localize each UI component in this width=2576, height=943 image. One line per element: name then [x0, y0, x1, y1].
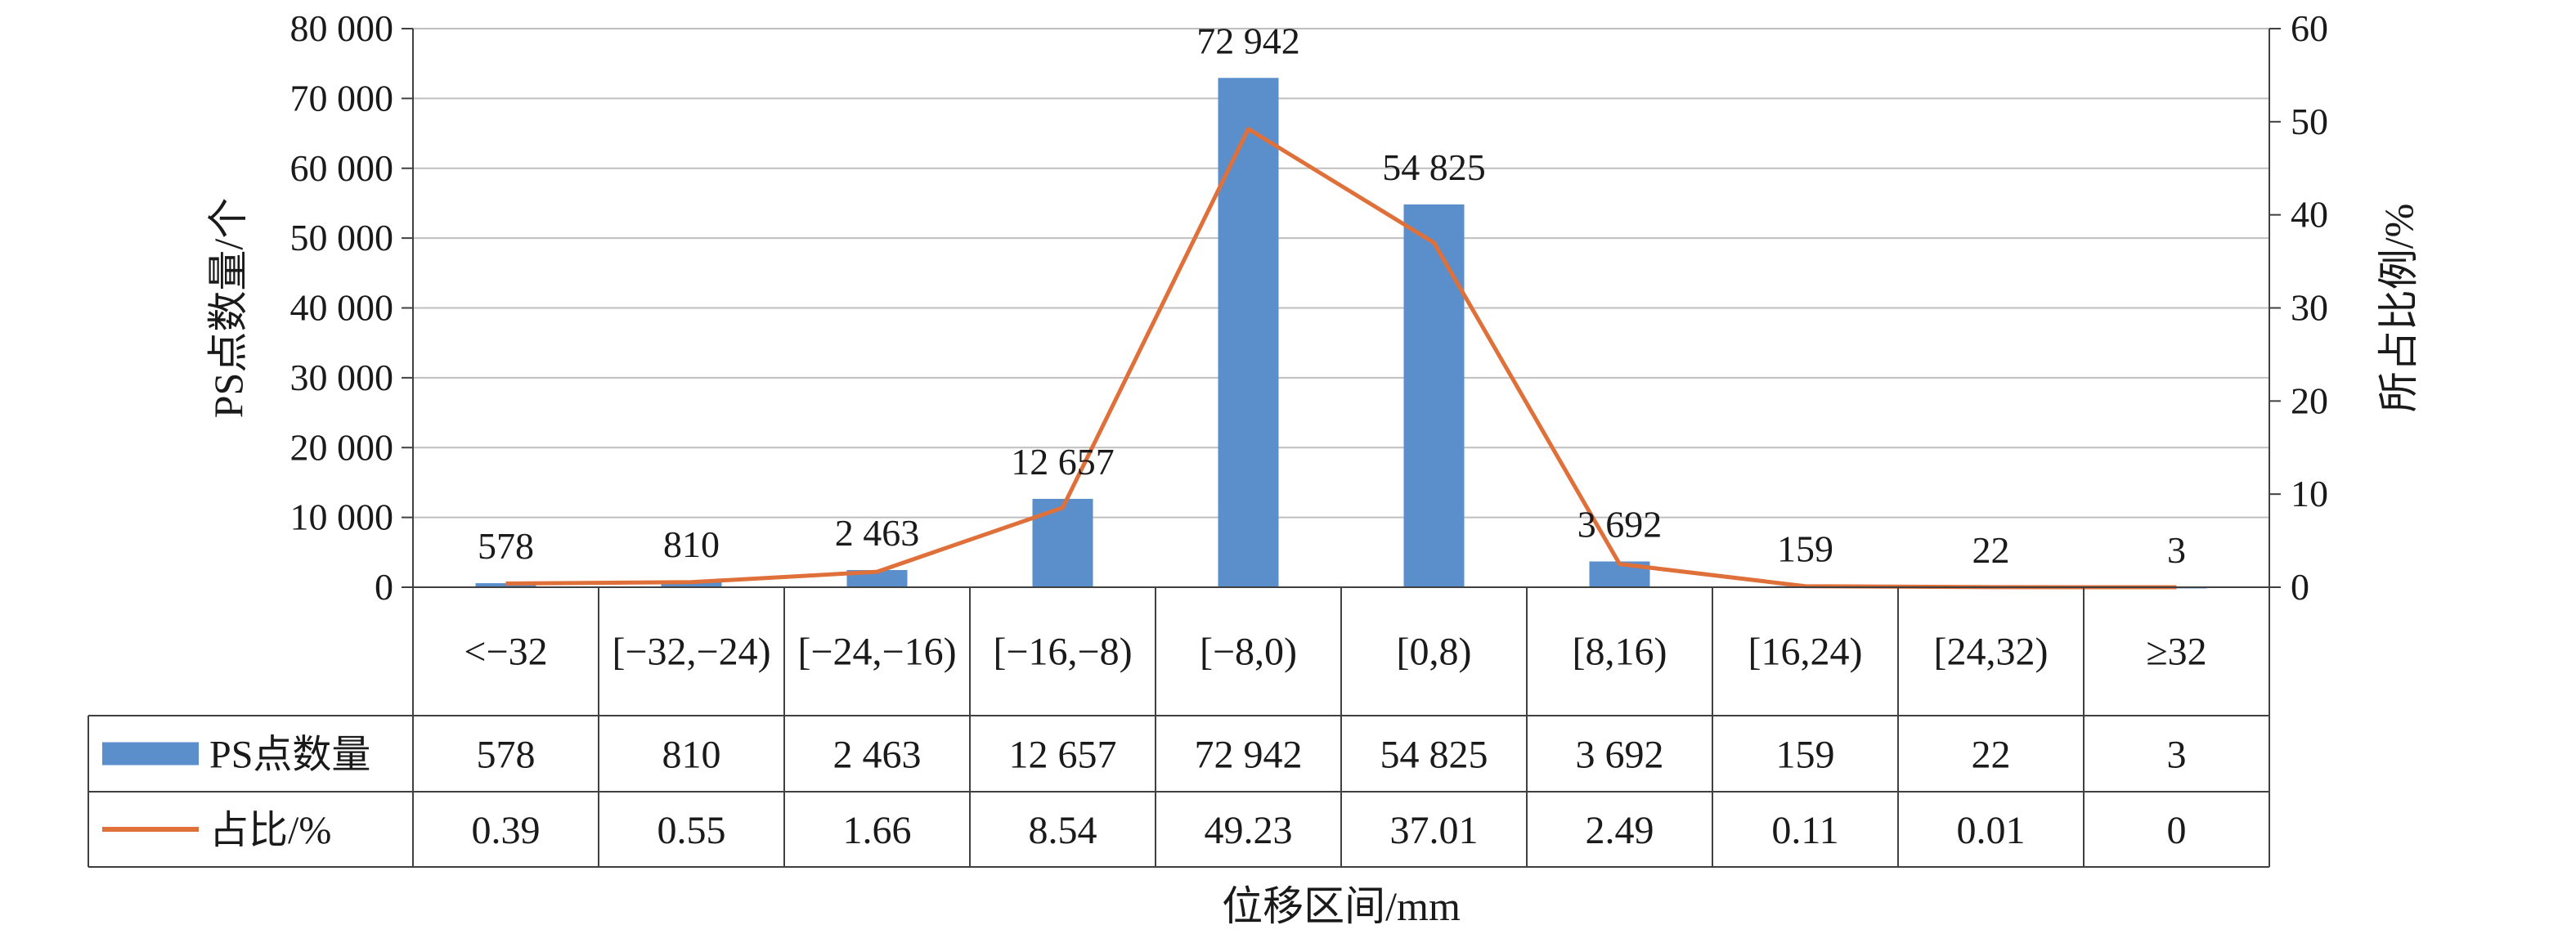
- bar-data-label: 2 463: [835, 512, 920, 554]
- y-tick-label: 30 000: [290, 357, 394, 398]
- bar-data-label: 578: [478, 525, 534, 567]
- y2-axis-title: 所占比例/%: [2376, 204, 2421, 413]
- bar-data-label: 12 657: [1011, 441, 1115, 483]
- table-cell-count: 2 463: [833, 734, 922, 777]
- table-cell-percent: 2.49: [1586, 809, 1654, 852]
- y-tick-label: 80 000: [290, 7, 394, 49]
- table-cell-count: 3: [2167, 734, 2187, 777]
- table-cell-count: 54 825: [1380, 734, 1488, 777]
- x-tick-label: [−16,−8): [993, 631, 1132, 674]
- y2-tick-label: 40: [2291, 194, 2328, 236]
- table-cell-count: 810: [662, 734, 721, 777]
- x-tick-label: [24,32): [1934, 631, 2049, 674]
- bar: [1403, 204, 1465, 587]
- line-series: [505, 127, 2177, 590]
- table-cell-count: 22: [1972, 734, 2011, 777]
- table-cell-percent: 37.01: [1390, 809, 1479, 852]
- table-cell-count: 72 942: [1195, 734, 1303, 777]
- bar: [1218, 78, 1279, 587]
- y-axis-title: PS点数量/个: [205, 198, 251, 419]
- bar-data-label: 22: [1972, 529, 2010, 571]
- table-cell-percent: 0: [2167, 809, 2187, 852]
- y2-tick-label: 50: [2291, 101, 2328, 142]
- table-cell-percent: 1.66: [843, 809, 912, 852]
- bar: [475, 583, 536, 587]
- legend-label-bar: PS点数量: [209, 734, 370, 777]
- legend-label-line: 占比/%: [209, 809, 331, 852]
- y2-tick-label: 20: [2291, 379, 2328, 421]
- table-cell-percent: 0.55: [657, 809, 726, 852]
- y-tick-label: 0: [375, 566, 393, 608]
- table-cell-count: 159: [1776, 734, 1835, 777]
- y2-tick-label: 0: [2291, 566, 2309, 608]
- x-tick-label: <−32: [464, 631, 547, 674]
- bar: [661, 582, 722, 587]
- bar-data-label: 3: [2167, 529, 2186, 571]
- table-cell-count: 578: [477, 734, 536, 777]
- y-tick-label: 20 000: [290, 426, 394, 468]
- table-cell-count: 12 657: [1009, 734, 1117, 777]
- bar-data-label: 3 692: [1577, 503, 1663, 545]
- x-tick-label: ≥32: [2146, 631, 2206, 674]
- y-tick-label: 50 000: [290, 217, 394, 258]
- bar-data-label: 159: [1777, 528, 1833, 570]
- table-cell-percent: 8.54: [1029, 809, 1097, 852]
- x-tick-label: [0,8): [1397, 631, 1472, 674]
- y-tick-label: 10 000: [290, 496, 394, 538]
- table-cell-percent: 0.39: [472, 809, 541, 852]
- table-cell-percent: 0.11: [1771, 809, 1838, 852]
- table-cell-count: 3 692: [1576, 734, 1664, 777]
- x-tick-label: [−32,−24): [612, 631, 770, 674]
- table-cell-percent: 0.01: [1957, 809, 2026, 852]
- x-tick-label: [16,24): [1748, 631, 1863, 674]
- x-axis-title: 位移区间/mm: [1222, 883, 1461, 929]
- y2-tick-label: 10: [2291, 473, 2328, 514]
- x-tick-label: [8,16): [1573, 631, 1667, 674]
- table-cell-percent: 49.23: [1205, 809, 1293, 852]
- y-tick-label: 70 000: [290, 77, 394, 119]
- x-tick-label: [−8,0): [1200, 631, 1297, 674]
- legend-key-bar: [102, 742, 199, 766]
- bar-data-label: 810: [663, 523, 720, 565]
- bar: [1032, 498, 1093, 587]
- y-tick-label: 60 000: [290, 147, 394, 189]
- bar-data-label: 54 825: [1382, 146, 1486, 188]
- y2-tick-label: 60: [2291, 7, 2328, 49]
- x-tick-label: [−24,−16): [797, 631, 956, 674]
- bar-data-label: 72 942: [1196, 20, 1300, 61]
- y-tick-label: 40 000: [290, 287, 394, 329]
- y2-tick-label: 30: [2291, 287, 2328, 329]
